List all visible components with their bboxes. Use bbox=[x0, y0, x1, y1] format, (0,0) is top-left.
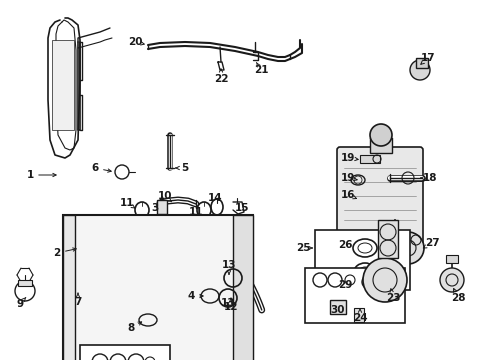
Text: 1: 1 bbox=[26, 170, 34, 180]
Text: 11: 11 bbox=[120, 198, 134, 208]
Text: 6: 6 bbox=[91, 163, 99, 173]
Text: 25: 25 bbox=[295, 243, 309, 253]
Bar bbox=[80, 345, 170, 360]
Bar bbox=[329, 300, 346, 314]
Text: 22: 22 bbox=[213, 74, 228, 84]
Text: 14: 14 bbox=[207, 193, 222, 203]
Bar bbox=[305, 268, 404, 323]
Text: 21: 21 bbox=[253, 65, 268, 75]
Text: 20: 20 bbox=[127, 37, 142, 47]
Text: 3: 3 bbox=[151, 203, 158, 213]
Bar bbox=[359, 155, 379, 163]
Bar bbox=[63, 215, 75, 360]
Circle shape bbox=[391, 232, 423, 264]
Text: 26: 26 bbox=[337, 240, 351, 250]
Text: 15: 15 bbox=[234, 203, 249, 213]
Bar bbox=[157, 200, 167, 214]
Bar bbox=[18, 280, 32, 286]
Text: 13: 13 bbox=[220, 298, 235, 308]
FancyBboxPatch shape bbox=[336, 147, 422, 253]
Text: 28: 28 bbox=[450, 293, 464, 303]
Circle shape bbox=[369, 124, 391, 146]
Text: 5: 5 bbox=[181, 163, 188, 173]
Text: 13: 13 bbox=[221, 260, 236, 270]
Text: 29: 29 bbox=[337, 280, 351, 290]
Text: 23: 23 bbox=[385, 293, 400, 303]
Text: 16: 16 bbox=[340, 190, 354, 200]
Bar bbox=[377, 220, 397, 258]
Bar bbox=[369, 138, 391, 153]
Text: 7: 7 bbox=[74, 297, 81, 307]
Bar bbox=[415, 58, 427, 68]
Text: 10: 10 bbox=[158, 191, 172, 201]
Ellipse shape bbox=[361, 274, 381, 290]
Text: 24: 24 bbox=[352, 313, 366, 323]
Text: 19: 19 bbox=[340, 173, 354, 183]
Text: 27: 27 bbox=[424, 238, 438, 248]
Text: 30: 30 bbox=[330, 305, 345, 315]
Text: 19: 19 bbox=[340, 153, 354, 163]
Bar bbox=[232, 215, 252, 360]
Text: 8: 8 bbox=[127, 323, 134, 333]
Bar bbox=[52, 40, 74, 130]
Circle shape bbox=[362, 258, 406, 302]
Text: 17: 17 bbox=[420, 53, 434, 63]
Circle shape bbox=[409, 60, 429, 80]
Text: 4: 4 bbox=[187, 291, 194, 301]
Text: 2: 2 bbox=[53, 248, 61, 258]
Text: 18: 18 bbox=[422, 173, 436, 183]
Circle shape bbox=[439, 268, 463, 292]
Text: 12: 12 bbox=[224, 302, 238, 312]
Bar bbox=[353, 308, 363, 322]
Text: 9: 9 bbox=[17, 299, 23, 309]
Bar bbox=[63, 215, 252, 360]
Bar bbox=[445, 255, 457, 263]
Text: 11: 11 bbox=[188, 207, 203, 217]
Bar bbox=[314, 230, 409, 290]
